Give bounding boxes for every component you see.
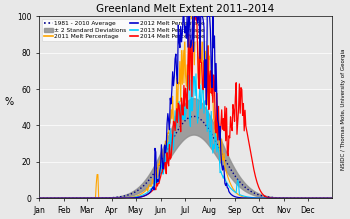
Legend: 1981 - 2010 Average, ± 2 Standard Deviations, 2011 Melt Percentage, 2012 Melt Pe: 1981 - 2010 Average, ± 2 Standard Deviat…: [42, 19, 206, 41]
Text: NSIDC / Thomas Mote, University of Georgia: NSIDC / Thomas Mote, University of Georg…: [342, 49, 346, 170]
Y-axis label: %: %: [4, 97, 13, 107]
Title: Greenland Melt Extent 2011–2014: Greenland Melt Extent 2011–2014: [96, 4, 275, 14]
